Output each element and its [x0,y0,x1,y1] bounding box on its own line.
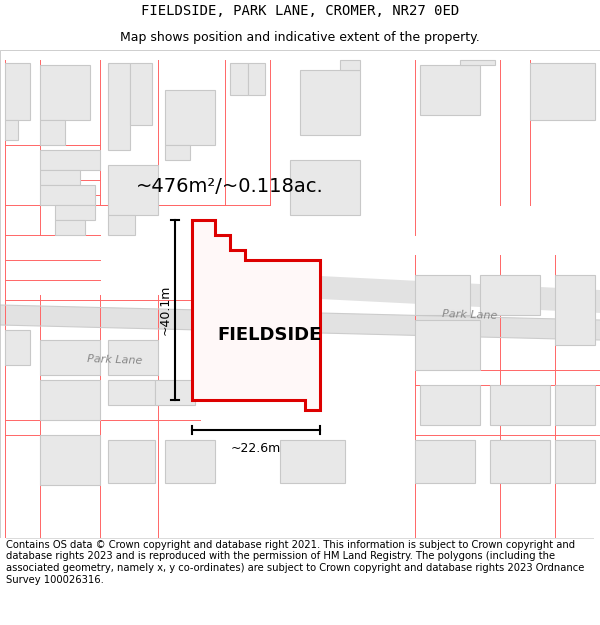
Bar [248,63,265,95]
Bar [40,435,100,485]
Bar [555,385,595,425]
Bar [155,380,195,405]
Bar [5,120,18,140]
Bar [108,63,130,150]
Bar [5,63,30,120]
Bar [530,63,595,120]
Bar [40,65,90,120]
Bar [130,63,152,125]
Bar [165,145,190,160]
Text: Map shows position and indicative extent of the property.: Map shows position and indicative extent… [120,31,480,44]
Bar [300,70,360,135]
Bar [415,320,480,370]
Text: Contains OS data © Crown copyright and database right 2021. This information is : Contains OS data © Crown copyright and d… [6,540,584,584]
Bar [108,440,155,483]
Bar [165,440,215,483]
Text: FIELDSIDE: FIELDSIDE [218,326,322,344]
Bar [55,205,95,220]
Bar [40,150,100,170]
Bar [40,380,100,420]
Bar [165,90,215,145]
Bar [5,330,30,365]
Bar [480,275,540,315]
Bar [415,440,475,483]
Text: ~40.1m: ~40.1m [158,285,172,335]
Bar [40,170,80,185]
Polygon shape [300,275,600,313]
Bar [40,185,95,205]
Bar [40,120,65,145]
Bar [290,160,360,215]
Text: FIELDSIDE, PARK LANE, CROMER, NR27 0ED: FIELDSIDE, PARK LANE, CROMER, NR27 0ED [141,4,459,18]
Bar [460,60,495,65]
Bar [415,275,470,315]
Text: Park Lane: Park Lane [442,309,498,321]
Text: Park Lane: Park Lane [87,354,143,366]
Bar [108,215,135,235]
Polygon shape [192,220,320,410]
Bar [108,340,158,375]
Bar [108,380,155,405]
Bar [555,275,595,345]
Bar [420,385,480,425]
Text: ~22.6m: ~22.6m [231,442,281,455]
Bar [230,63,248,95]
Bar [490,440,550,483]
Polygon shape [0,305,600,340]
Bar [555,440,595,483]
Text: ~476m²/~0.118ac.: ~476m²/~0.118ac. [136,177,324,196]
Bar [340,60,360,70]
Bar [280,440,345,483]
Bar [420,65,480,115]
Bar [40,340,100,375]
Bar [55,220,85,235]
Bar [108,165,158,215]
Bar [490,385,550,425]
